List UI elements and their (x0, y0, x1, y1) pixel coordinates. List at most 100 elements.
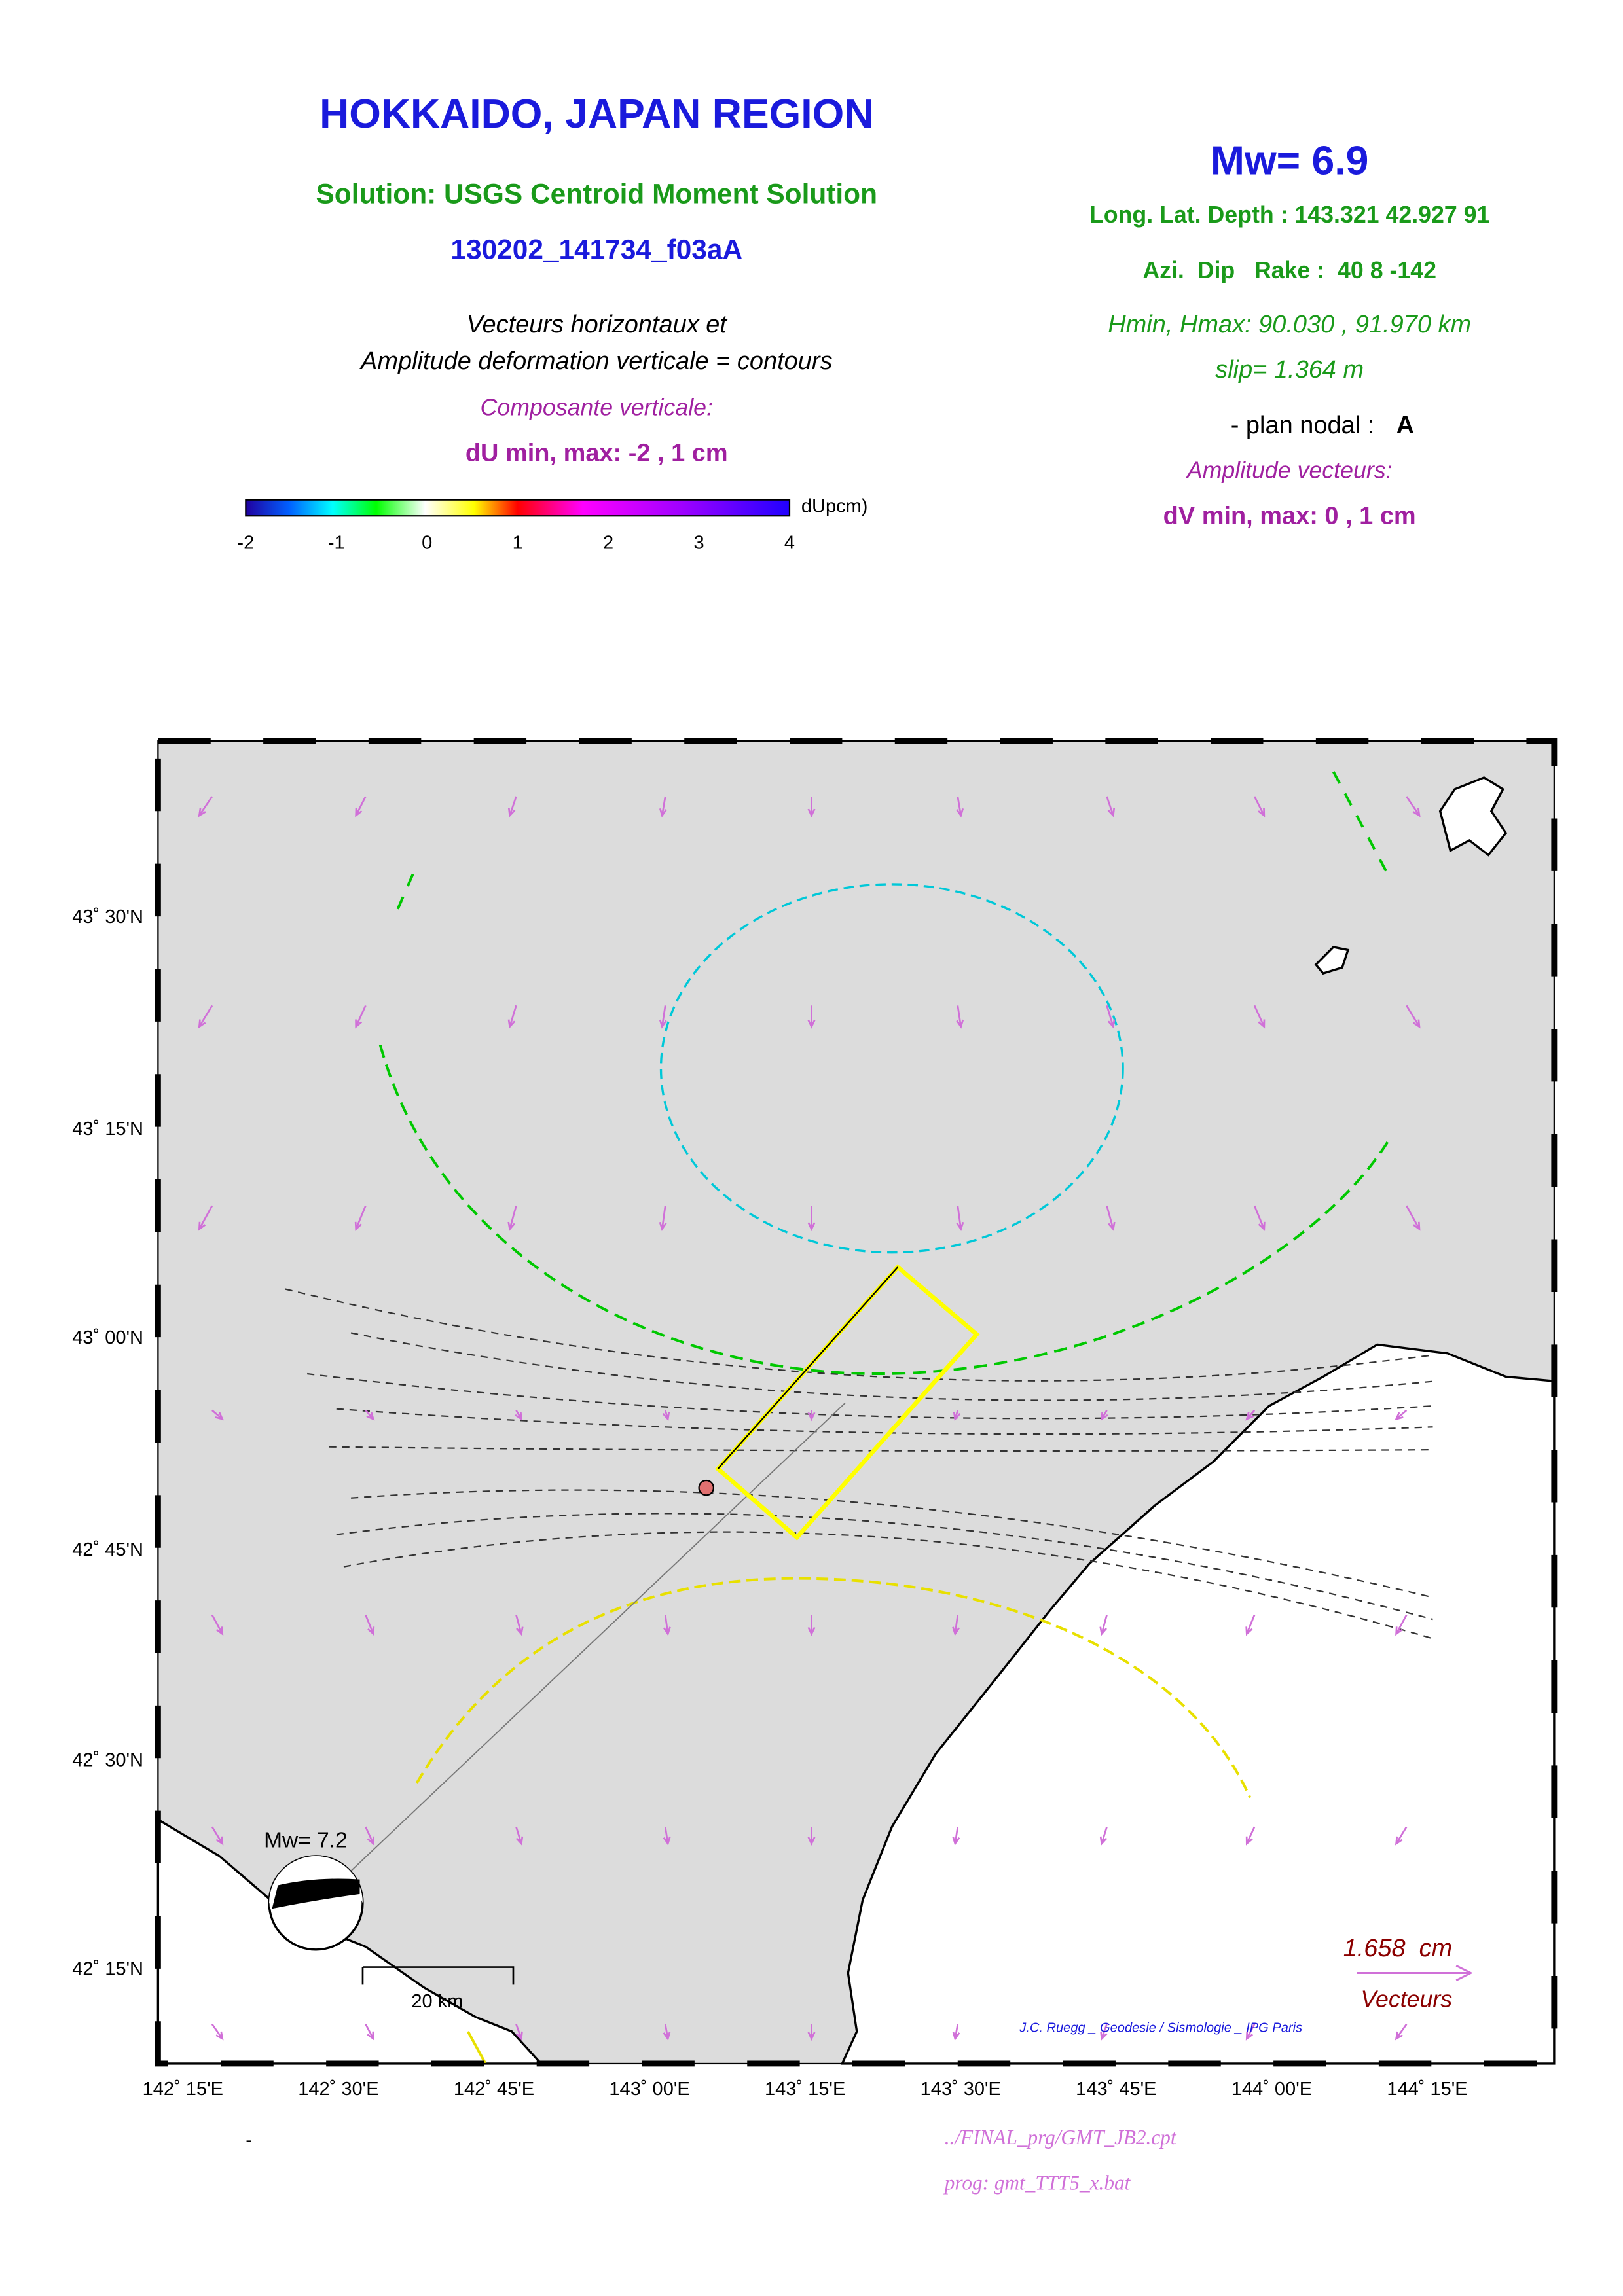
vector-arrow (198, 1205, 213, 1231)
lat-label: 42˚ 30'N (72, 1749, 143, 1770)
vector-arrow (211, 1826, 224, 1846)
scale-arrow (1357, 1965, 1473, 1981)
vector-arrow (807, 1827, 816, 1846)
vector-arrow (507, 1005, 517, 1029)
colorbar-tick-label: 0 (422, 532, 432, 553)
lon-label: 143˚ 00'E (609, 2079, 689, 2100)
vector-arrow (807, 1005, 816, 1029)
colorbar-tick-label: 2 (603, 532, 613, 553)
orientation: Azi. Dip Rake : 40 8 -142 (1142, 257, 1436, 283)
vector-arrow (1253, 1005, 1266, 1029)
lat-label: 43˚ 30'N (72, 906, 143, 927)
solution: Solution: USGS Centroid Moment Solution (316, 178, 877, 209)
vector-arrow (807, 796, 816, 818)
dv-range: dV min, max: 0 , 1 cm (1163, 503, 1416, 530)
vector-arrow (365, 2024, 374, 2041)
vector-arrow (1245, 2024, 1256, 2041)
nodal-plane-label: - plan nodal : (1231, 412, 1374, 439)
scale-bar-label: 20 km (411, 1991, 463, 2012)
vector-arrow (1253, 796, 1266, 817)
vector-legend: Vecteurs (1360, 1986, 1452, 2012)
du-range: dU min, max: -2 , 1 cm (465, 439, 728, 467)
vectors (198, 796, 1421, 2041)
land (840, 1343, 1556, 2065)
contour (466, 2030, 487, 2064)
lon-label: 143˚ 45'E (1076, 2079, 1156, 2100)
program: prog: gmt_TTT5_x.bat (943, 2171, 1131, 2194)
vector-arrow (807, 1410, 816, 1422)
vector-arrow (807, 1615, 816, 1636)
lon-label: 143˚ 15'E (765, 2079, 845, 2100)
vector-arrow (365, 1826, 374, 1846)
vector-arrow (507, 1205, 517, 1231)
colorbar-tick-label: -1 (328, 532, 345, 553)
vector-arrow (663, 2024, 671, 2041)
fault-top (717, 1266, 899, 1469)
vector-arrow (659, 796, 667, 818)
vector-arrow (211, 1614, 224, 1636)
vector-arrow (211, 1409, 225, 1421)
vector-arrow (953, 1410, 961, 1422)
lon-label: 144˚ 00'E (1231, 2079, 1312, 2100)
colorbar-tick-label: 4 (784, 532, 795, 553)
lon-label: 142˚ 45'E (454, 2079, 534, 2100)
vector-arrow (1395, 1614, 1408, 1636)
footer-dash: - (246, 2130, 251, 2149)
vector-arrow (952, 2024, 960, 2041)
colorbar-tick-label: -2 (237, 532, 254, 553)
island (1314, 946, 1350, 975)
vector-arrow (515, 1410, 522, 1421)
colorbar-unit: dUpcm) (801, 496, 868, 517)
vector-arrow (1245, 1614, 1256, 1636)
title: HOKKAIDO, JAPAN REGION (319, 91, 873, 137)
slip: slip= 1.364 m (1215, 356, 1364, 384)
vector-arrow (1106, 1205, 1116, 1231)
location: Long. Lat. Depth : 143.321 42.927 91 (1089, 202, 1489, 228)
zero-contour (343, 1531, 1433, 1640)
cpt-file: ../FINAL_prg/GMT_JB2.cpt (945, 2126, 1177, 2149)
contour (378, 1045, 1391, 1376)
vector-arrow (211, 2023, 224, 2041)
zero-contour (285, 1288, 1433, 1382)
vector-arrow (1253, 1205, 1266, 1231)
vector-arrow (515, 2024, 523, 2041)
vector-arrow (1406, 1005, 1421, 1029)
vector-arrow (659, 1005, 667, 1029)
contour (659, 883, 1124, 1254)
map: Mw= 7.2 20 km 1.658 cm Vecteurs J.C. Rue… (72, 738, 1558, 2100)
vector-arrow (1406, 796, 1421, 817)
colorbar-tick-label: 3 (693, 532, 704, 553)
vector-scale: 1.658 cm (1343, 1935, 1453, 1962)
vector-amplitude: Amplitude vecteurs: (1186, 457, 1393, 484)
vector-arrow (1395, 1409, 1408, 1421)
vector-arrow (956, 1005, 964, 1029)
vector-arrow (1395, 2023, 1408, 2041)
vector-arrow (355, 1005, 367, 1029)
vector-arrow (355, 796, 367, 817)
vector-arrow (1245, 1826, 1256, 1846)
colorbar-ticks: -2 -1 0 1 2 3 4 (237, 532, 795, 553)
axis-labels: 43˚ 30'N 43˚ 15'N 43˚ 00'N 42˚ 45'N 42˚ 30'N… (72, 906, 1467, 2100)
zero-contour (350, 1332, 1433, 1401)
scale-bar (361, 1966, 515, 1985)
lat-label: 43˚ 15'N (72, 1119, 143, 1139)
vector-arrow (956, 1206, 964, 1232)
vector-arrow (515, 1615, 524, 1636)
vector-arrow (659, 1206, 667, 1232)
zero-contour (351, 1489, 1433, 1598)
vector-arrow (952, 1827, 960, 1846)
vector-arrow (354, 1205, 367, 1231)
lon-label: 144˚ 15'E (1387, 2079, 1467, 2100)
beachball-label: Mw= 7.2 (264, 1828, 347, 1852)
lon-label: 142˚ 30'E (298, 2079, 378, 2100)
vector-arrow (956, 796, 964, 818)
description: Vecteurs horizontaux et (467, 311, 728, 338)
epicenter (698, 1479, 715, 1496)
beachball (272, 1878, 360, 1909)
event-id: 130202_141734_f03aA (450, 234, 742, 264)
vector-arrow (1406, 1205, 1421, 1231)
vector-arrow (1099, 1826, 1108, 1846)
credit: J.C. Ruegg _ Geodesie / Sismologie _ IPG… (1019, 2021, 1302, 2036)
